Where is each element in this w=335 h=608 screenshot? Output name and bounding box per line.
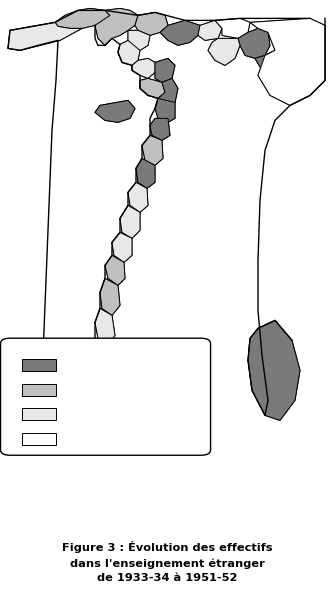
Polygon shape: [198, 21, 222, 40]
Polygon shape: [82, 423, 104, 465]
Polygon shape: [85, 398, 108, 435]
Polygon shape: [132, 58, 155, 78]
Polygon shape: [95, 9, 138, 46]
Polygon shape: [155, 98, 175, 122]
Polygon shape: [208, 38, 240, 66]
Polygon shape: [105, 255, 125, 285]
Polygon shape: [100, 499, 128, 541]
Polygon shape: [140, 78, 165, 98]
Polygon shape: [132, 58, 155, 78]
Text: Diminution < 25%: Diminution < 25%: [67, 407, 159, 416]
Polygon shape: [135, 12, 168, 35]
Polygon shape: [238, 29, 270, 58]
Polygon shape: [142, 136, 163, 165]
Polygon shape: [55, 9, 110, 29]
Polygon shape: [90, 339, 112, 375]
Polygon shape: [85, 398, 108, 435]
Bar: [21, 384, 56, 396]
Polygon shape: [128, 182, 148, 212]
Polygon shape: [142, 136, 163, 165]
Polygon shape: [95, 100, 135, 122]
Polygon shape: [128, 30, 150, 50]
Polygon shape: [95, 308, 115, 345]
Polygon shape: [8, 22, 82, 50]
Polygon shape: [136, 158, 155, 188]
Polygon shape: [250, 18, 325, 105]
Text: Diminution > 25%: Diminution > 25%: [67, 431, 159, 441]
Polygon shape: [100, 278, 120, 316]
Polygon shape: [135, 12, 168, 35]
Polygon shape: [160, 21, 200, 46]
Polygon shape: [155, 98, 175, 122]
Polygon shape: [118, 40, 140, 66]
Polygon shape: [120, 206, 140, 238]
Polygon shape: [255, 50, 285, 75]
Polygon shape: [0, 1, 335, 451]
Polygon shape: [108, 528, 140, 568]
Polygon shape: [8, 22, 82, 50]
Polygon shape: [198, 21, 222, 40]
Polygon shape: [250, 18, 325, 105]
Polygon shape: [100, 278, 120, 316]
Polygon shape: [150, 119, 170, 140]
Polygon shape: [160, 21, 200, 46]
Polygon shape: [82, 423, 104, 465]
Polygon shape: [155, 58, 175, 82]
Text: Augmentation > 25%: Augmentation > 25%: [67, 358, 175, 368]
Polygon shape: [88, 368, 110, 406]
Polygon shape: [128, 30, 150, 50]
Polygon shape: [155, 58, 175, 82]
Polygon shape: [140, 78, 165, 98]
Text: Augmentation < 25%: Augmentation < 25%: [67, 382, 175, 392]
Polygon shape: [248, 320, 300, 420]
Polygon shape: [120, 206, 140, 238]
Text: Figure 3 : Évolution des effectifs
dans l'enseignement étranger
de 1933-34 à 195: Figure 3 : Évolution des effectifs dans …: [62, 541, 273, 583]
Bar: [21, 359, 56, 371]
Polygon shape: [112, 232, 132, 263]
Polygon shape: [95, 9, 138, 46]
Polygon shape: [112, 232, 132, 263]
Polygon shape: [128, 182, 148, 212]
Polygon shape: [90, 339, 112, 375]
Polygon shape: [100, 499, 128, 541]
Polygon shape: [105, 255, 125, 285]
FancyBboxPatch shape: [0, 338, 211, 455]
Polygon shape: [208, 38, 240, 66]
Polygon shape: [136, 158, 155, 188]
Polygon shape: [248, 320, 300, 420]
Polygon shape: [95, 100, 135, 122]
Polygon shape: [150, 119, 170, 140]
Polygon shape: [255, 50, 285, 75]
Polygon shape: [94, 458, 120, 505]
Polygon shape: [118, 40, 140, 66]
Polygon shape: [238, 29, 270, 58]
Polygon shape: [215, 18, 250, 38]
Polygon shape: [88, 368, 110, 406]
Bar: [21, 409, 56, 420]
Polygon shape: [158, 78, 178, 108]
Bar: [21, 433, 56, 444]
Polygon shape: [108, 528, 140, 568]
Polygon shape: [94, 458, 120, 505]
Polygon shape: [95, 308, 115, 345]
Polygon shape: [158, 78, 178, 108]
Polygon shape: [55, 9, 110, 29]
Polygon shape: [215, 18, 250, 38]
